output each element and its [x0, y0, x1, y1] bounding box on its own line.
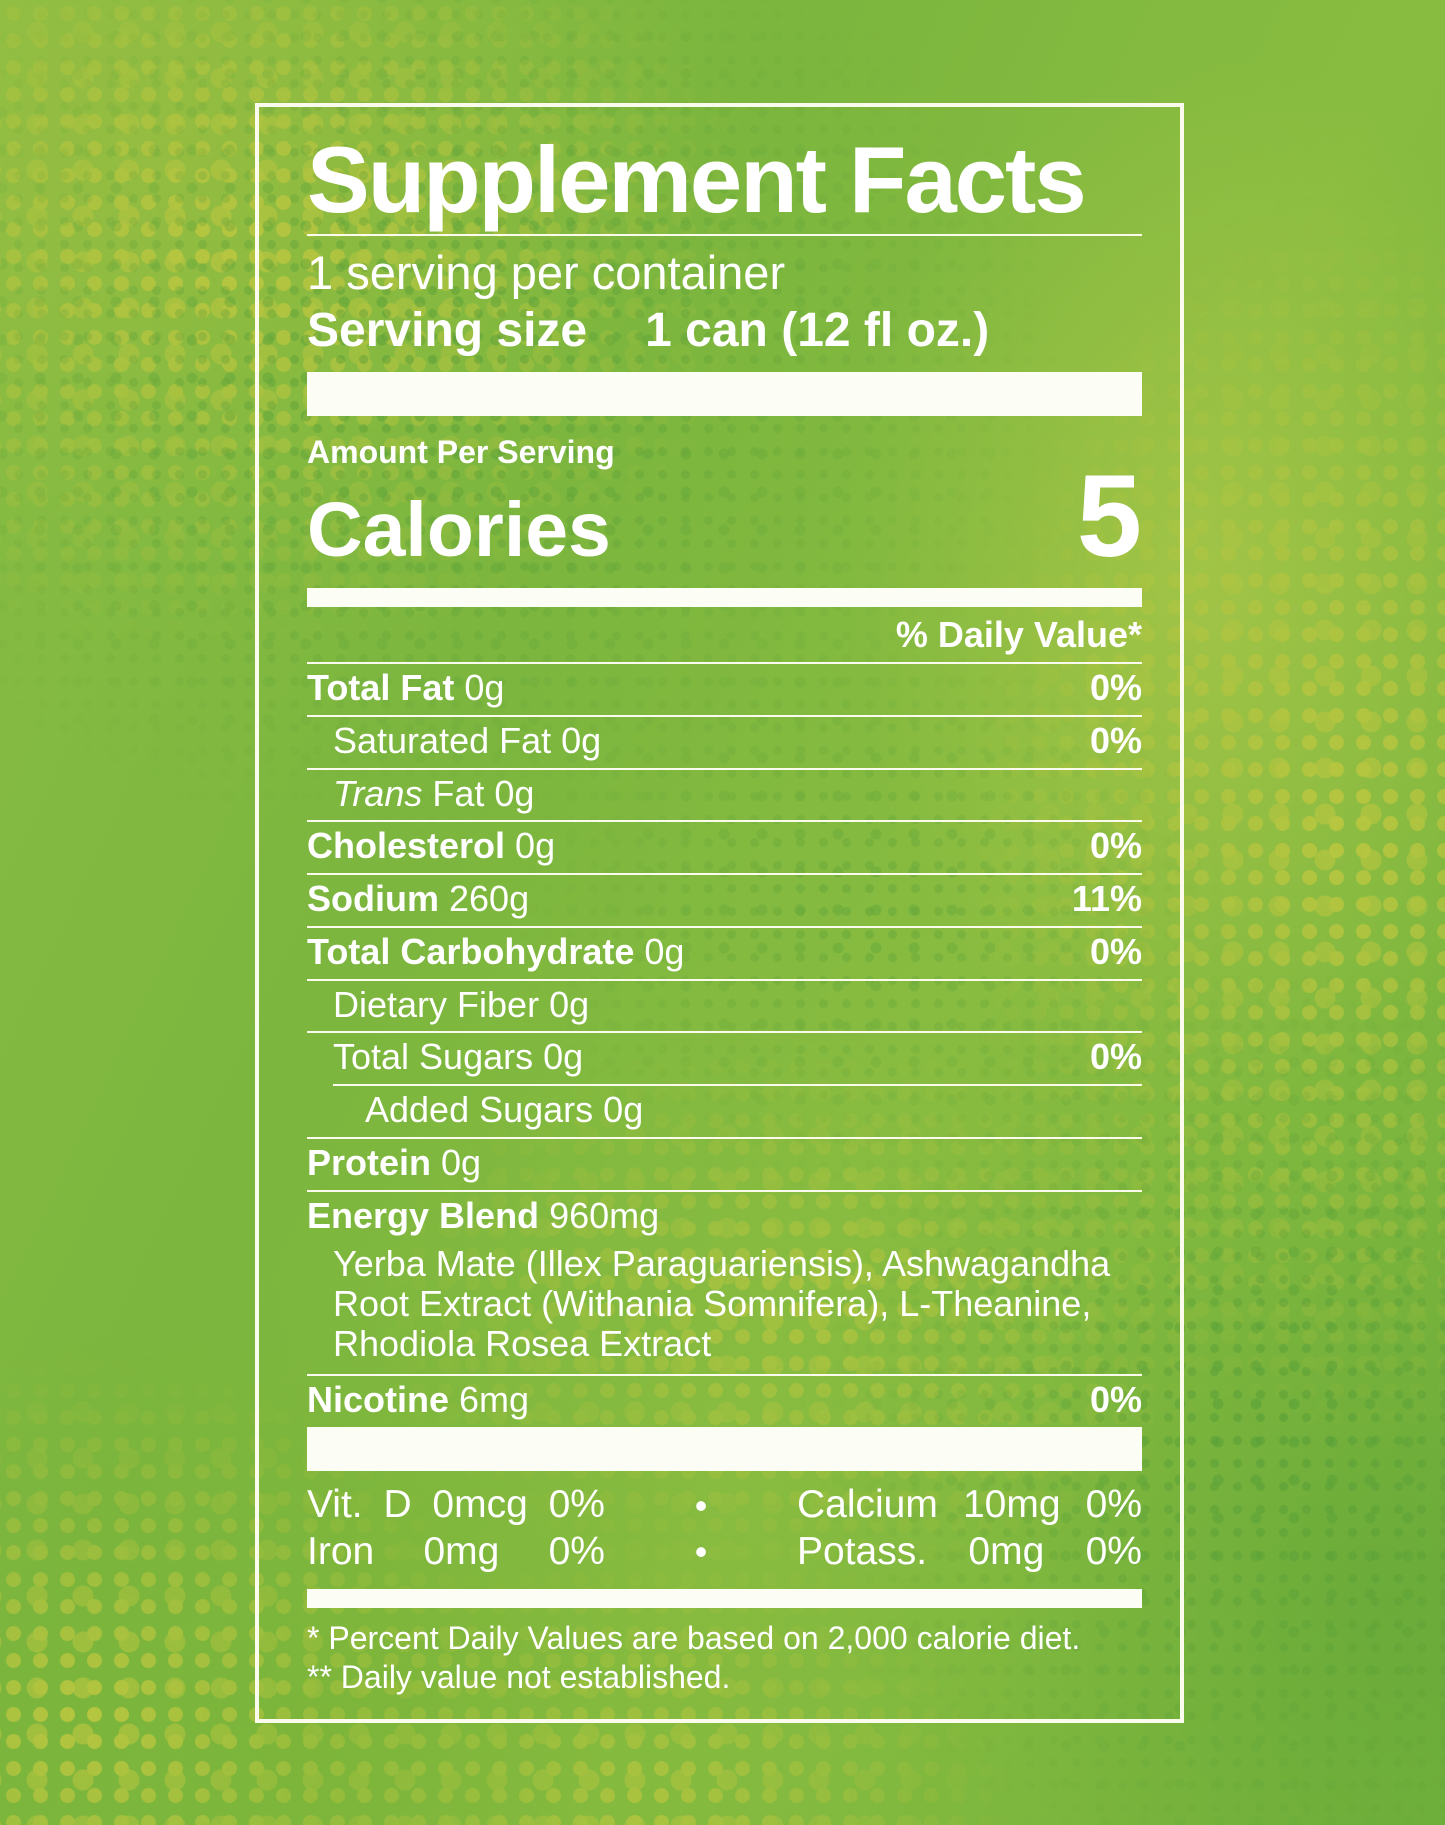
- separator-bullet: •: [694, 1531, 708, 1573]
- nutrient-name-and-amount: Cholesterol 0g: [307, 825, 556, 867]
- supplement-facts-panel: Supplement Facts 1 serving per container…: [255, 103, 1184, 1723]
- blend-ingredients: Yerba Mate (Illex Paraguariensis), Ashwa…: [333, 1243, 1111, 1365]
- micronutrient-rows: Vit. D 0mcg 0% • Calcium 10mg 0% Iron 0mg 0% • Potas…: [307, 1471, 1142, 1576]
- nutrient-row: Sodium 260g 11%: [307, 873, 1142, 926]
- daily-value-percent: 11%: [1071, 878, 1142, 920]
- nutrient-name-and-amount: Nicotine 6mg: [307, 1379, 530, 1421]
- nutrient-name-and-amount: Added Sugars 0g: [365, 1089, 644, 1131]
- footnotes: * Percent Daily Values are based on 2,00…: [307, 1619, 1142, 1697]
- nutrient-row: Nicotine 6mg 0%: [307, 1374, 1142, 1427]
- divider-bar-thick-top: [307, 371, 1142, 416]
- nutrient-row: Energy Blend 960mg: [307, 1189, 1142, 1243]
- panel-title: Supplement Facts: [307, 127, 1087, 232]
- divider-bar-thick-bottom: [307, 1426, 1142, 1471]
- serving-size-value: 1 can (12 fl oz.): [645, 304, 990, 358]
- daily-value-percent: 0%: [1089, 1379, 1142, 1421]
- divider-bar-medium-calories: [307, 587, 1142, 607]
- nutrient-row: Trans Fat 0g: [307, 767, 1142, 821]
- title-divider: [307, 234, 1142, 237]
- micronutrient-left-cell: Iron 0mg 0%: [307, 1529, 605, 1573]
- calories-label: Calories: [307, 486, 611, 573]
- nutrient-row: Dietary Fiber 0g: [307, 978, 1142, 1032]
- servings-per-container: 1 serving per container: [307, 246, 786, 300]
- serving-size-row: Serving size 1 can (12 fl oz.): [307, 303, 1142, 358]
- divider-bar-medium-footnotes: [307, 1588, 1142, 1608]
- micronutrient-left-cell: Vit. D 0mcg 0%: [307, 1482, 605, 1526]
- daily-value-header: % Daily Value*: [895, 613, 1142, 655]
- daily-value-percent: 0%: [1089, 667, 1142, 709]
- micronutrient-right-cell: Potass. 0mg 0%: [797, 1529, 1142, 1573]
- daily-value-percent: 0%: [1089, 825, 1142, 867]
- micronutrient-row: Iron 0mg 0% • Potass. 0mg 0%: [307, 1529, 1142, 1576]
- nutrient-name-and-amount: Protein 0g: [307, 1141, 482, 1183]
- nutrient-row: Added Sugars 0g: [307, 1086, 1142, 1137]
- nutrient-row: Saturated Fat 0g 0%: [307, 715, 1142, 768]
- nutrient-name-and-amount: Saturated Fat 0g: [333, 720, 602, 762]
- partial-row-divider: [333, 1084, 1142, 1087]
- calories-row: Calories 5: [307, 449, 1142, 581]
- footnote-line: * Percent Daily Values are based on 2,00…: [307, 1619, 1081, 1656]
- nutrient-name-and-amount: Sodium 260g: [307, 878, 530, 920]
- nutrient-row: Total Fat 0g 0%: [307, 662, 1142, 715]
- nutrient-rows: Total Fat 0g 0% Saturated Fat 0g 0% Trans Fa…: [307, 662, 1142, 1427]
- daily-value-percent: 0%: [1089, 720, 1142, 762]
- nutrient-row: Total Sugars 0g 0%: [307, 1031, 1142, 1084]
- nutrient-name-and-amount: Energy Blend 960mg: [307, 1194, 660, 1236]
- nutrient-name-and-amount: Total Sugars 0g: [333, 1036, 584, 1078]
- nutrient-name-and-amount: Total Fat 0g: [307, 667, 505, 709]
- footnote-line: ** Daily value not established.: [307, 1658, 731, 1695]
- serving-size-label: Serving size: [307, 304, 588, 358]
- nutrient-name-and-amount: Total Carbohydrate 0g: [307, 930, 685, 972]
- nutrient-name-and-amount: Dietary Fiber 0g: [333, 983, 590, 1025]
- micronutrient-row: Vit. D 0mcg 0% • Calcium 10mg 0%: [307, 1482, 1142, 1529]
- nutrient-row: Total Carbohydrate 0g 0%: [307, 925, 1142, 979]
- nutrient-row: Protein 0g: [307, 1136, 1142, 1190]
- daily-value-percent: 0%: [1089, 930, 1142, 972]
- nutrient-name-and-amount: Trans Fat 0g: [333, 772, 535, 814]
- nutrient-row: Cholesterol 0g 0%: [307, 820, 1142, 873]
- daily-value-percent: 0%: [1089, 1036, 1142, 1078]
- separator-bullet: •: [694, 1484, 708, 1526]
- calories-value: 5: [1076, 449, 1142, 581]
- micronutrient-right-cell: Calcium 10mg 0%: [797, 1482, 1142, 1526]
- amount-per-serving-label: Amount Per Serving: [307, 433, 615, 470]
